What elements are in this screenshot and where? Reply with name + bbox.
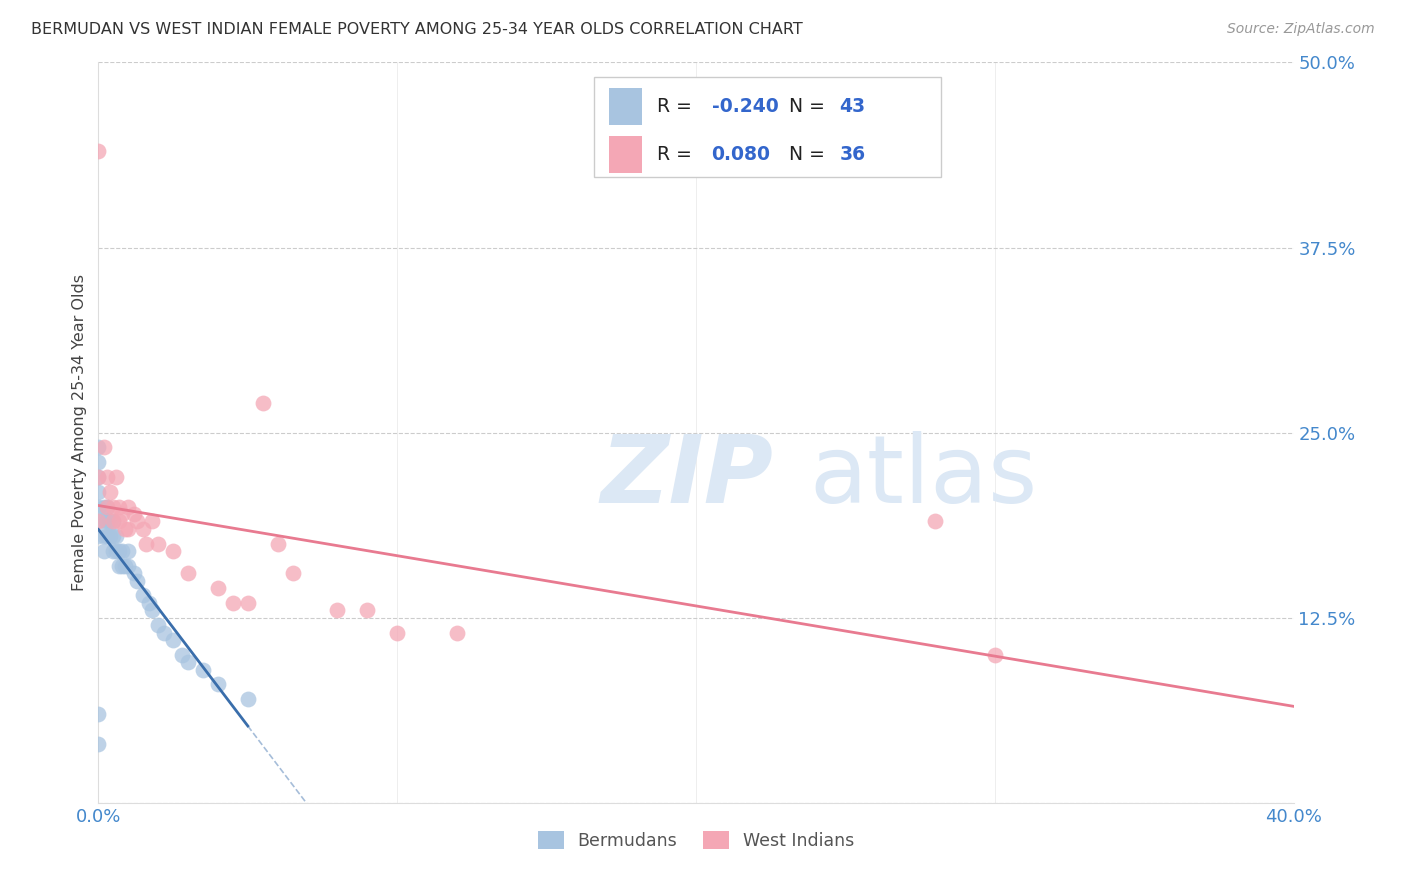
Point <box>207 677 229 691</box>
Point <box>177 655 200 669</box>
Point <box>222 596 245 610</box>
Point <box>177 566 200 581</box>
Point <box>108 544 131 558</box>
Point <box>132 589 155 603</box>
Point <box>96 529 118 543</box>
Point <box>105 470 128 484</box>
Point <box>96 515 118 529</box>
Point <box>117 500 139 514</box>
Point <box>207 581 229 595</box>
Point <box>267 536 290 550</box>
Point <box>138 596 160 610</box>
Point <box>114 558 136 573</box>
Point <box>924 515 946 529</box>
Point <box>141 603 163 617</box>
Point <box>111 558 134 573</box>
Point <box>236 692 259 706</box>
Point <box>446 625 468 640</box>
Point <box>87 515 110 529</box>
Point <box>356 603 378 617</box>
Point <box>124 507 146 521</box>
Point <box>93 441 115 455</box>
Point <box>153 625 176 640</box>
Point <box>117 522 139 536</box>
Point <box>162 632 184 647</box>
Point <box>87 470 110 484</box>
FancyBboxPatch shape <box>595 78 941 178</box>
Point <box>148 536 170 550</box>
Point <box>135 536 157 550</box>
Text: ZIP: ZIP <box>600 431 773 523</box>
Point <box>87 145 110 159</box>
Point <box>87 500 110 514</box>
Point <box>191 663 214 677</box>
Point <box>385 625 409 640</box>
Point <box>984 648 1007 662</box>
Point <box>98 529 122 543</box>
Point <box>103 529 125 543</box>
Point <box>105 544 128 558</box>
Point <box>87 441 110 455</box>
Text: BERMUDAN VS WEST INDIAN FEMALE POVERTY AMONG 25-34 YEAR OLDS CORRELATION CHART: BERMUDAN VS WEST INDIAN FEMALE POVERTY A… <box>31 22 803 37</box>
Point <box>148 618 170 632</box>
Point <box>93 544 115 558</box>
Point <box>87 470 110 484</box>
Point <box>98 515 122 529</box>
FancyBboxPatch shape <box>609 87 643 125</box>
Point <box>87 484 110 499</box>
Point <box>87 706 110 721</box>
Point <box>93 500 115 514</box>
Point <box>93 529 115 543</box>
Text: -0.240: -0.240 <box>711 96 779 116</box>
Text: N =: N = <box>789 96 831 116</box>
Text: R =: R = <box>657 96 697 116</box>
Point <box>108 558 131 573</box>
Point <box>117 544 139 558</box>
Point <box>103 500 125 514</box>
Point <box>236 596 259 610</box>
Point <box>103 515 125 529</box>
Point <box>103 515 125 529</box>
Legend: Bermudans, West Indians: Bermudans, West Indians <box>530 824 862 857</box>
Point <box>127 515 149 529</box>
Point <box>96 500 118 514</box>
Point <box>93 515 115 529</box>
Point <box>127 574 149 588</box>
Point <box>281 566 304 581</box>
Point <box>141 515 163 529</box>
Text: 0.080: 0.080 <box>711 145 770 163</box>
Point <box>105 529 128 543</box>
Point <box>326 603 349 617</box>
Y-axis label: Female Poverty Among 25-34 Year Olds: Female Poverty Among 25-34 Year Olds <box>72 274 87 591</box>
Point <box>87 737 110 751</box>
Text: atlas: atlas <box>810 431 1038 523</box>
Point <box>117 558 139 573</box>
Point <box>96 470 118 484</box>
Point <box>87 515 110 529</box>
Point <box>111 544 134 558</box>
Point <box>108 515 131 529</box>
Text: R =: R = <box>657 145 703 163</box>
Text: N =: N = <box>789 145 831 163</box>
Point <box>87 455 110 469</box>
Text: Source: ZipAtlas.com: Source: ZipAtlas.com <box>1227 22 1375 37</box>
Point <box>98 484 122 499</box>
Point <box>108 500 131 514</box>
Point <box>172 648 194 662</box>
Point <box>87 529 110 543</box>
Text: 36: 36 <box>839 145 866 163</box>
Point <box>114 522 136 536</box>
Point <box>103 544 125 558</box>
Point <box>132 522 155 536</box>
FancyBboxPatch shape <box>609 136 643 172</box>
Point <box>96 500 118 514</box>
Point <box>252 396 274 410</box>
Text: 43: 43 <box>839 96 866 116</box>
Point <box>162 544 184 558</box>
Point <box>111 507 134 521</box>
Point <box>124 566 146 581</box>
